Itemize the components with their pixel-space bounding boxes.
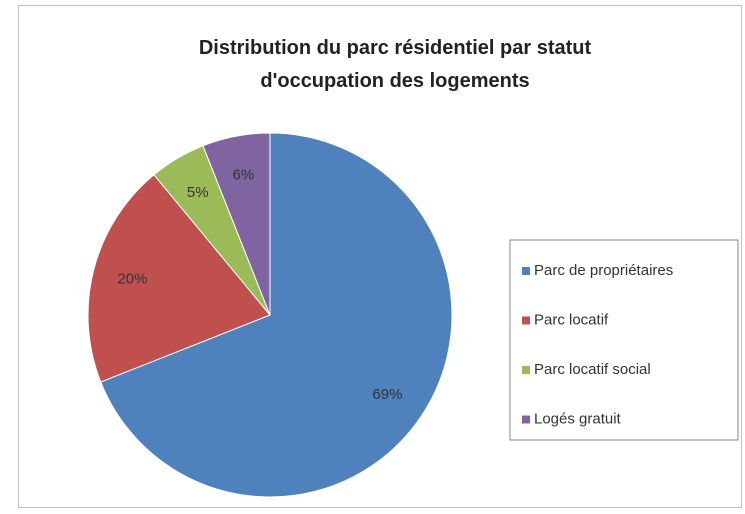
legend-swatch (522, 415, 530, 424)
data-label: 6% (233, 167, 255, 184)
chart-title: Distribution du parc résidentiel par sta… (198, 37, 592, 92)
legend-label: Parc locatif (534, 311, 609, 328)
legend-swatch (522, 267, 530, 275)
legend-swatch (522, 366, 530, 374)
pie-slice (100, 132, 453, 498)
legend-swatch (522, 316, 530, 325)
legend-label: Logés gratuit (534, 410, 622, 427)
pie-slice (202, 132, 271, 316)
legend-label: Parc locatif social (534, 361, 651, 378)
chart-frame (18, 5, 742, 508)
data-label: 5% (187, 184, 209, 201)
data-label: 20% (117, 271, 147, 288)
data-label: 69% (372, 386, 402, 403)
legend-box (509, 239, 739, 441)
legend-label: Parc de propriétaires (534, 262, 673, 279)
pie-slice (87, 174, 271, 383)
